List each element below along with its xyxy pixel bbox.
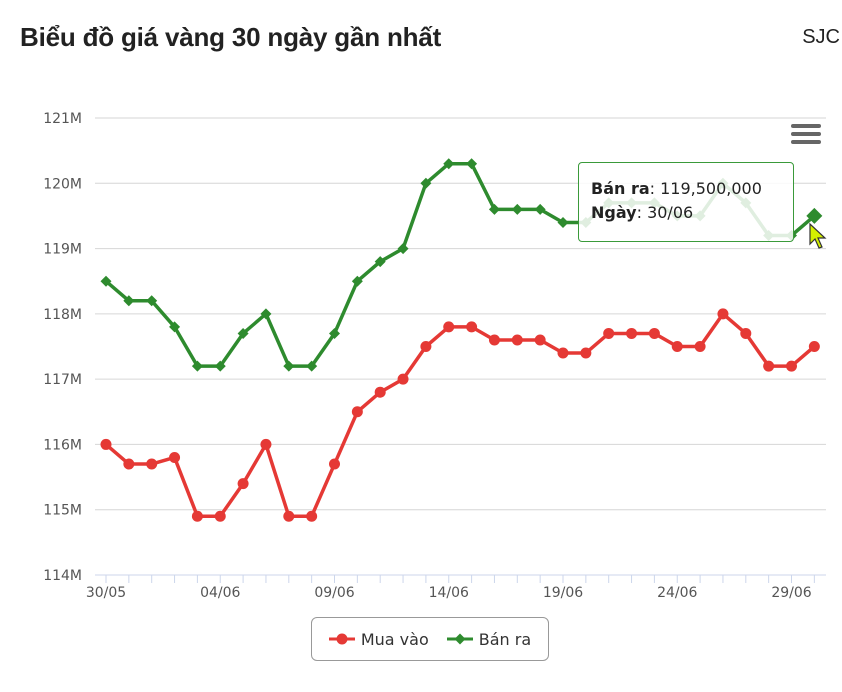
data-point (648, 327, 660, 339)
y-tick-label: 115M (43, 503, 82, 519)
tooltip-date-label: Ngày (591, 203, 637, 222)
data-point (786, 360, 797, 372)
data-point (466, 321, 478, 333)
data-point (580, 347, 592, 359)
data-point (488, 203, 500, 215)
data-point (374, 386, 386, 398)
legend-diamond-icon (446, 633, 473, 645)
data-point (671, 341, 683, 352)
data-point (214, 360, 226, 372)
data-point (443, 321, 455, 333)
data-point (237, 478, 249, 490)
series-line-0 (104, 312, 816, 518)
legend-label-mua-vao: Mua vào (360, 629, 429, 649)
data-point (237, 327, 249, 339)
data-point (123, 458, 135, 470)
x-axis: 30/05 04/06 09/06 14/06 19/06 24/06 29/06 (86, 574, 826, 601)
data-point (260, 438, 272, 450)
legend-item-ban-ra[interactable]: Bán ra (446, 629, 532, 649)
y-tick-label: 117M (43, 372, 82, 388)
data-point (191, 360, 203, 372)
data-point (557, 347, 569, 359)
x-tick-label: 14/06 (429, 585, 469, 601)
y-axis-ticks: 114M 115M 116M 117M 118M 119M 120M 121M (43, 111, 82, 584)
data-point (557, 216, 569, 228)
data-point (511, 203, 523, 215)
mouse-cursor-icon (809, 222, 827, 249)
data-point (169, 451, 181, 463)
x-tick-label: 19/06 (543, 585, 583, 601)
y-tick-label: 118M (43, 307, 82, 323)
legend-item-mua-vao[interactable]: Mua vào (328, 629, 429, 649)
data-point (329, 327, 340, 339)
y-tick-label: 121M (43, 111, 82, 127)
y-tick-label: 119M (43, 242, 82, 258)
data-point (488, 334, 500, 346)
data-point (214, 510, 226, 522)
data-point (808, 341, 820, 352)
legend-circle-icon (328, 633, 355, 645)
data-point (283, 510, 295, 522)
y-tick-label: 120M (43, 176, 82, 192)
data-point (283, 360, 295, 372)
data-point (123, 295, 135, 307)
data-point (626, 327, 638, 339)
x-tick-label: 09/06 (314, 585, 354, 601)
x-tick-label: 29/06 (771, 585, 811, 601)
data-point (806, 207, 823, 224)
data-point (374, 256, 386, 268)
data-point (100, 275, 112, 287)
y-tick-label: 116M (43, 437, 82, 453)
x-tick-label: 24/06 (657, 585, 697, 601)
data-point (191, 510, 203, 522)
data-point (146, 458, 158, 470)
data-point (420, 177, 432, 189)
data-point (351, 275, 363, 287)
x-tick-label: 30/05 (86, 585, 126, 601)
chart-title: Biểu đồ giá vàng 30 ngày gần nhất (20, 22, 442, 52)
data-point (466, 158, 478, 170)
legend-label-ban-ra: Bán ra (478, 629, 532, 649)
tooltip-value: 119,500,000 (660, 179, 762, 198)
data-point (763, 360, 775, 372)
chart-menu-icon[interactable] (791, 124, 821, 150)
data-point (397, 243, 409, 255)
data-point (260, 308, 272, 320)
y-tick-label: 114M (43, 568, 82, 584)
data-point (740, 327, 752, 339)
data-point (420, 341, 432, 352)
data-point (717, 308, 729, 320)
data-point (146, 295, 158, 307)
tooltip-series-label: Bán ra (591, 179, 650, 198)
data-point (306, 510, 318, 522)
data-point (534, 203, 546, 215)
data-point (351, 406, 363, 418)
tooltip: Bán ra: 119,500,000 Ngày: 30/06 (578, 162, 794, 242)
data-point (397, 373, 409, 385)
data-point (169, 321, 181, 333)
data-point (443, 158, 455, 170)
data-point (100, 438, 112, 450)
data-point (534, 334, 546, 346)
brand-label: SJC (802, 26, 840, 48)
data-point (694, 341, 706, 352)
chart-legend: Mua vào Bán ra (311, 617, 549, 661)
data-point (329, 458, 340, 470)
data-point (511, 334, 523, 346)
data-point (306, 360, 318, 372)
x-tick-label: 04/06 (200, 585, 240, 601)
data-point (603, 327, 615, 339)
tooltip-date: 30/06 (647, 203, 694, 222)
